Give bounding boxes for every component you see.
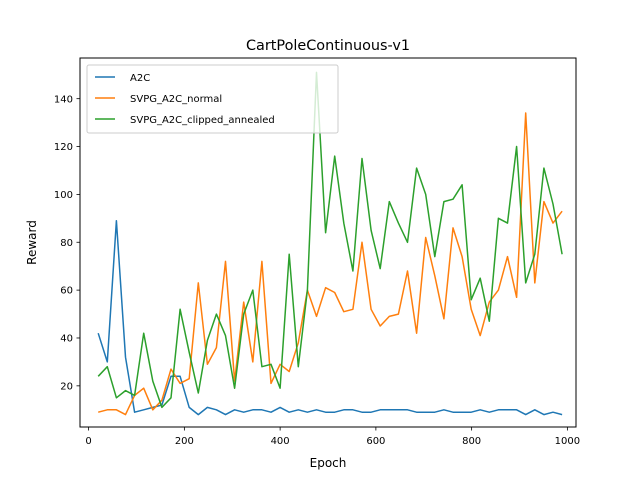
y-tick-label: 120 xyxy=(54,142,73,153)
x-tick-label: 800 xyxy=(462,436,481,447)
x-tick-label: 600 xyxy=(366,436,385,447)
series-line-1 xyxy=(98,112,563,416)
axis-ticks: 0 200 400 600 800 1000 20 40 60 80 100 120 140 xyxy=(54,94,580,447)
legend-label-2: SVPG_A2C_clipped_annealed xyxy=(130,115,275,126)
x-tick-label: 400 xyxy=(271,436,290,447)
y-axis-label: Reward xyxy=(25,220,39,265)
legend: A2C SVPG_A2C_normal SVPG_A2C_clipped_annea… xyxy=(86,64,339,134)
y-tick-label: 80 xyxy=(60,238,73,249)
legend-label-1: SVPG_A2C_normal xyxy=(130,94,222,105)
y-tick-label: 60 xyxy=(60,286,73,297)
x-axis-label: Epoch xyxy=(310,456,347,470)
legend-box xyxy=(86,64,339,134)
y-tick-label: 40 xyxy=(60,334,73,345)
y-tick-label: 140 xyxy=(54,94,73,105)
axes-frame xyxy=(79,57,577,428)
x-tick-label: 200 xyxy=(175,436,194,447)
y-tick-label: 20 xyxy=(60,381,73,392)
x-tick-label: 0 xyxy=(85,436,91,447)
legend-label-0: A2C xyxy=(130,73,150,84)
chart-title: CartPoleContinuous-v1 xyxy=(246,38,410,54)
x-tick-label: 1000 xyxy=(555,436,580,447)
series-line-2 xyxy=(97,71,563,409)
y-tick-label: 100 xyxy=(54,190,73,201)
